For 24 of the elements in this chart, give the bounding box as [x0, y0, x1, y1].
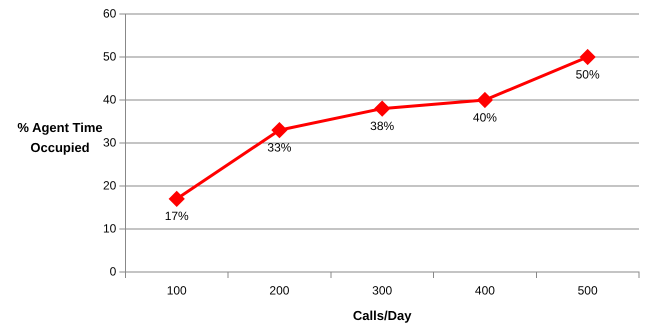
y-tick-label: 40 [102, 92, 117, 106]
y-tick-label: 0 [110, 264, 117, 278]
point [374, 101, 390, 116]
y-axis-title: % Agent Time Occupied [17, 120, 103, 155]
x-tick-label: 500 [578, 284, 598, 298]
point [272, 122, 287, 138]
y-tick-label: 20 [102, 178, 117, 192]
y-tick-label: 50 [102, 49, 117, 64]
y-tick-label: 10 [102, 221, 117, 236]
y-tick-label: 30 [102, 135, 117, 150]
data-label: 33% [267, 140, 292, 154]
x-tick-label: 200 [269, 284, 290, 298]
data-label: 17% [164, 209, 190, 224]
point [169, 191, 184, 206]
data-label: 50% [576, 67, 600, 82]
y-tick-label: 60 [102, 6, 117, 20]
x-tick-label: 300 [372, 284, 393, 298]
x-tick-label: 100 [166, 284, 188, 298]
data-label: 38% [370, 118, 395, 133]
point [580, 50, 596, 64]
data-label: 40% [472, 110, 498, 124]
point [477, 92, 492, 108]
x-tick-label: 400 [474, 284, 496, 298]
x-axis-title: Calls/Day [352, 308, 412, 323]
